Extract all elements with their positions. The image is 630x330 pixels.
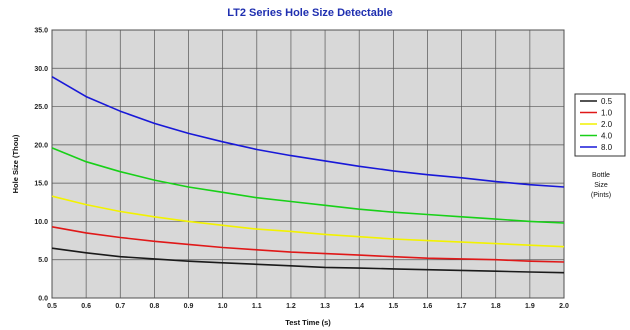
x-tick-label: 0.7 [115,303,125,310]
x-tick-label: 1.2 [286,303,296,310]
legend-label-0.5: 0.5 [601,97,613,106]
series-line-4.0 [51,147,565,224]
series-line-2.0 [51,195,565,248]
y-tick-labels: 0.0 5.0 10.0 15.0 20.0 25.0 30.0 35.0 [34,28,48,303]
legend-box [574,93,626,157]
x-tick-label: 1.0 [218,303,228,310]
legend-label-2.0: 2.0 [601,120,613,129]
x-tick-label: 0.6 [81,303,91,310]
series-line-8.0 [51,76,565,188]
y-tick-label: 10.0 [34,219,48,226]
x-axis-label: Test Time (s) [285,318,331,327]
series-line-0.5 [51,247,565,274]
y-tick-label: 25.0 [34,104,48,111]
legend-note-line: Bottle [592,172,610,179]
legend-note-line: Size [594,182,608,189]
legend-note-line: (Pints) [591,192,611,199]
y-tick-label: 5.0 [38,257,48,264]
gridlines [51,29,565,299]
legend-label-1.0: 1.0 [601,109,613,118]
x-tick-label: 1.8 [491,303,501,310]
x-tick-label: 0.5 [47,303,57,310]
y-axis-label: Hole Size (Thou) [11,134,20,193]
y-tick-label: 0.0 [38,296,48,303]
x-tick-label: 1.9 [525,303,535,310]
x-tick-labels: 0.5 0.6 0.7 0.8 0.9 1.0 1.1 1.2 1.3 1.4 1.5 1.6 1.7 1… [47,303,569,310]
x-tick-label: 1.5 [388,303,398,310]
x-tick-label: 2.0 [559,303,569,310]
chart-title: LT2 Series Hole Size Detectable [227,7,392,19]
x-tick-label: 1.3 [320,303,330,310]
x-tick-label: 0.8 [150,303,160,310]
y-tick-label: 30.0 [34,66,48,73]
y-tick-label: 20.0 [34,142,48,149]
x-tick-label: 1.7 [457,303,467,310]
legend: 0.5 1.0 2.0 4.0 8.0 [574,93,626,157]
x-tick-label: 0.9 [184,303,194,310]
x-tick-label: 1.1 [252,303,262,310]
y-tick-label: 15.0 [34,181,48,188]
series-line-1.0 [51,226,565,263]
legend-label-8.0: 8.0 [601,143,613,152]
series-lines [51,76,565,274]
legend-note: Bottle Size (Pints) [591,172,611,199]
legend-label-4.0: 4.0 [601,132,613,141]
x-tick-label: 1.6 [423,303,433,310]
y-tick-label: 35.0 [34,28,48,35]
x-tick-label: 1.4 [354,303,364,310]
